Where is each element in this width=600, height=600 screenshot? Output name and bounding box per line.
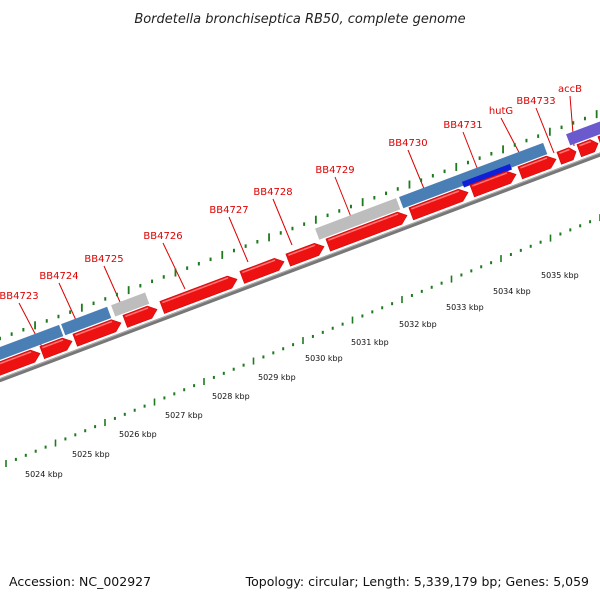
cds-arrow-highlight	[288, 244, 316, 256]
gene-label: BB4725	[84, 254, 123, 265]
gene-feature	[315, 198, 401, 240]
gene-label: BB4726	[143, 231, 182, 242]
cds-arrow	[517, 155, 557, 180]
cds-arrow-highlight	[328, 213, 399, 241]
gene-leader-line	[228, 216, 249, 263]
tick-layer	[0, 110, 598, 341]
kbp-label: 5025 kbp	[72, 450, 110, 459]
accession-text: Accession: NC_002927	[9, 574, 151, 589]
genome-title: Bordetella bronchiseptica RB50, complete…	[134, 12, 465, 27]
cds-arrow	[72, 319, 122, 347]
cds-arrow	[122, 305, 158, 328]
gene-label: BB4727	[209, 205, 248, 216]
gene-label: BB4728	[253, 187, 292, 198]
kbp-label: 5027 kbp	[165, 411, 203, 420]
kbp-label: 5026 kbp	[119, 430, 157, 439]
gene-label: hutG	[489, 106, 513, 117]
cds-arrow	[469, 170, 517, 198]
cds-arrow	[39, 337, 73, 359]
kbp-label: 5028 kbp	[212, 392, 250, 401]
gene-leader-line	[272, 198, 293, 246]
cds-arrow-highlight	[75, 320, 113, 336]
cds-arrow	[408, 188, 469, 221]
cds-arrow-highlight	[0, 351, 32, 368]
cds-layer	[0, 132, 600, 378]
cds-arrow	[576, 139, 599, 158]
gene-layer	[0, 115, 600, 364]
cds-arrow	[159, 275, 238, 314]
backbone-layer	[0, 152, 600, 383]
gene-feature	[0, 324, 64, 364]
kbp-label: 5031 kbp	[351, 338, 389, 347]
cds-arrow-highlight	[162, 277, 229, 304]
genome-summary-text: Topology: circular; Length: 5,339,179 bp…	[245, 574, 589, 589]
kbp-label: 5024 kbp	[25, 470, 63, 479]
gene-label: BB4733	[516, 96, 555, 107]
kbp-label: 5035 kbp	[541, 271, 579, 280]
gene-feature	[61, 306, 112, 336]
cds-arrow-highlight	[579, 140, 592, 147]
kbp-label: 5029 kbp	[258, 373, 296, 382]
gene-label: accB	[558, 84, 582, 95]
cds-arrow	[239, 258, 285, 284]
kbp-scale-layer: 5024 kbp 5025 kbp 5026 kbp 5027 kbp 5028 kbp…	[5, 214, 600, 479]
kbp-label: 5033 kbp	[446, 303, 484, 312]
cds-arrow-highlight	[242, 259, 276, 274]
gene-label: BB4724	[39, 271, 78, 282]
gene-leader-line	[162, 242, 186, 290]
cds-arrow-highlight	[125, 307, 149, 318]
gene-feature	[399, 142, 548, 209]
gene-leader-line	[535, 107, 555, 154]
kbp-label: 5034 kbp	[493, 287, 531, 296]
cds-arrow-highlight	[411, 190, 460, 210]
cds-arrow-highlight	[520, 157, 548, 169]
cds-arrow-highlight	[42, 339, 64, 349]
gene-label: BB4723	[0, 291, 39, 302]
kbp-label: 5030 kbp	[305, 354, 343, 363]
gene-feature-highlight	[461, 163, 512, 188]
cds-arrow	[556, 147, 577, 165]
cds-arrow	[325, 211, 408, 252]
gene-feature	[566, 115, 600, 146]
genome-backbone	[0, 152, 600, 383]
gene-label: BB4731	[443, 120, 482, 131]
kbp-label: 5032 kbp	[399, 320, 437, 329]
gene-label: BB4730	[388, 138, 427, 149]
gene-leader-line	[334, 176, 354, 223]
cds-arrow-highlight	[559, 148, 570, 154]
cds-arrow	[0, 349, 41, 378]
gene-label: BB4729	[315, 165, 354, 176]
genome-backbone-highlight	[0, 152, 600, 380]
cds-arrow-highlight	[472, 172, 508, 187]
cds-arrow	[285, 243, 325, 267]
gene-feature	[111, 292, 150, 317]
